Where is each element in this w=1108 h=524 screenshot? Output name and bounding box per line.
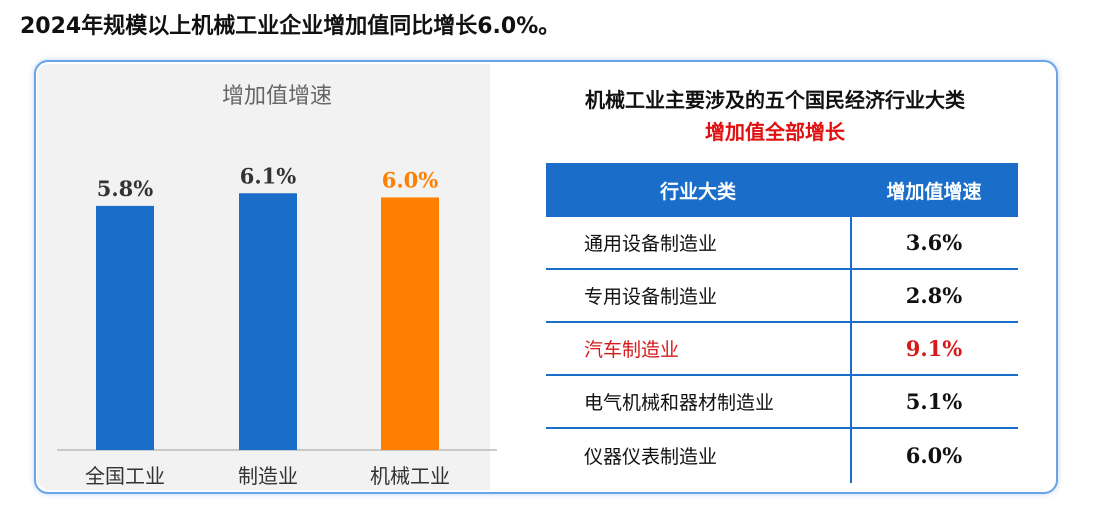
bar-chart: 5.8% 全国工业 6.1% 制造业 6.0% 机械工业 [57, 163, 497, 488]
row-name: 专用设备制造业 [584, 286, 718, 308]
table-row: 仪器仪表制造业 6.0% [546, 429, 1018, 482]
chart-title: 增加值增速 [221, 84, 332, 109]
row-value: 5.1% [905, 389, 963, 414]
table-row-highlight: 汽车制造业 9.1% [546, 323, 1018, 376]
bar-1 [96, 205, 154, 450]
header-growth: 增加值增速 [886, 180, 982, 203]
page-headline: 2024年规模以上机械工业企业增加值同比增长6.0%。 [20, 14, 561, 39]
table-column-divider [850, 217, 852, 483]
bar-2 [239, 193, 297, 450]
x-tick-label: 制造业 [238, 464, 298, 488]
row-value: 9.1% [905, 336, 963, 361]
bar-3 [381, 197, 439, 450]
row-name: 汽车制造业 [584, 339, 680, 361]
table-title: 机械工业主要涉及的五个国民经济行业大类 [585, 88, 965, 112]
table-header: 行业大类 增加值增速 [546, 163, 1018, 217]
table-row: 通用设备制造业 3.6% [546, 217, 1018, 270]
row-name: 通用设备制造业 [584, 233, 718, 255]
bar-value-label: 6.0% [382, 167, 439, 192]
row-value: 6.0% [905, 443, 963, 468]
industry-table: 行业大类 增加值增速 通用设备制造业 3.6% 专用设备制造业 2.8% 汽车制… [546, 163, 1018, 482]
bar-value-label: 6.1% [240, 163, 297, 188]
x-tick-label: 全国工业 [85, 464, 165, 488]
row-name: 仪器仪表制造业 [584, 446, 718, 468]
table-row: 电气机械和器材制造业 5.1% [546, 376, 1018, 429]
table-subtitle: 增加值全部增长 [705, 120, 845, 144]
row-name: 电气机械和器材制造业 [584, 392, 775, 414]
header-industry: 行业大类 [659, 180, 736, 203]
row-value: 2.8% [905, 283, 963, 308]
x-tick-label: 机械工业 [370, 464, 450, 488]
bar-value-label: 5.8% [97, 176, 154, 201]
table-row: 专用设备制造业 2.8% [546, 270, 1018, 323]
row-value: 3.6% [905, 230, 963, 255]
